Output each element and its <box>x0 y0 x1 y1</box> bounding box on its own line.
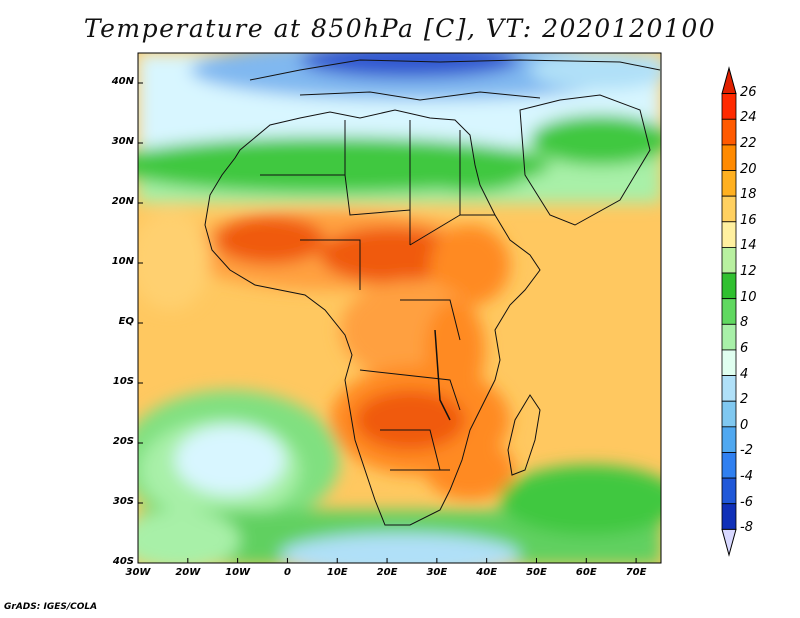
axis-ticks <box>137 82 637 564</box>
colorbar-level-label: 20 <box>740 161 757 177</box>
lon-label: 30E <box>426 567 448 578</box>
colorbar-level-label: -6 <box>740 494 753 510</box>
colorbar-segment <box>721 118 737 146</box>
lat-label: 20S <box>112 436 134 447</box>
colorbar-level-label: 0 <box>740 417 749 433</box>
lon-label: 0 <box>283 567 291 578</box>
lon-label: 10E <box>326 567 348 578</box>
colorbar <box>721 66 737 557</box>
temperature-field <box>138 53 661 563</box>
lon-label: 20W <box>175 567 201 578</box>
colorbar-top-arrow <box>721 66 737 95</box>
lat-label: 30S <box>112 496 134 507</box>
lat-label: 30N <box>111 136 134 147</box>
lon-label: 70E <box>625 567 647 578</box>
colorbar-level-label: 22 <box>740 135 757 151</box>
colorbar-bottom-arrow <box>721 528 737 557</box>
colorbar-level-label: -8 <box>740 520 753 536</box>
colorbar-level-label: 6 <box>740 340 749 356</box>
colorbar-segment <box>721 195 737 223</box>
lon-label: 30W <box>125 567 151 578</box>
colorbar-segment <box>721 426 737 453</box>
colorbar-level-label: 8 <box>740 315 749 331</box>
colorbar-segment <box>721 375 737 402</box>
colorbar-level-label: 2 <box>740 392 749 408</box>
colorbar-level-label: 18 <box>740 187 757 203</box>
map-title: Temperature at 850hPa [C], VT: 202012010… <box>83 14 717 43</box>
lat-label: EQ <box>118 316 134 327</box>
colorbar-segment <box>721 349 737 376</box>
colorbar-level-label: 10 <box>740 289 757 305</box>
colorbar-segment <box>721 170 737 197</box>
lat-label: 10N <box>111 256 134 267</box>
colorbar-segment <box>721 247 737 274</box>
colorbar-segment <box>721 93 737 120</box>
grads-credit: GrADS: IGES/COLA <box>4 602 98 612</box>
colorbar-segment <box>721 452 737 479</box>
colorbar-level-label: 26 <box>740 84 757 100</box>
colorbar-level-label: -4 <box>740 469 753 485</box>
lon-label: 40E <box>476 567 498 578</box>
colorbar-segment <box>721 323 737 351</box>
colorbar-segment <box>721 221 737 248</box>
lon-label: 50E <box>526 567 547 578</box>
colorbar-level-label: 16 <box>740 212 757 228</box>
colorbar-segment <box>721 400 737 428</box>
colorbar-segment <box>721 298 737 325</box>
lat-label: 10S <box>112 376 134 387</box>
colorbar-segment <box>721 144 737 171</box>
lat-label: 20N <box>111 196 134 207</box>
colorbar-level-label: 24 <box>740 110 757 126</box>
colorbar-level-label: 4 <box>740 366 749 382</box>
colorbar-segment <box>721 272 737 300</box>
lat-label: 40S <box>112 556 134 567</box>
lon-label: 10W <box>225 567 251 578</box>
lon-label: 20E <box>376 567 398 578</box>
colorbar-level-label: 14 <box>740 238 757 254</box>
colorbar-segment <box>721 503 737 530</box>
colorbar-segment <box>721 477 737 505</box>
lat-label: 40N <box>111 76 134 87</box>
country-borders <box>204 59 661 526</box>
colorbar-level-label: -2 <box>740 443 753 459</box>
lon-label: 60E <box>575 567 597 578</box>
map-frame <box>137 52 662 564</box>
colorbar-level-label: 12 <box>740 264 757 280</box>
